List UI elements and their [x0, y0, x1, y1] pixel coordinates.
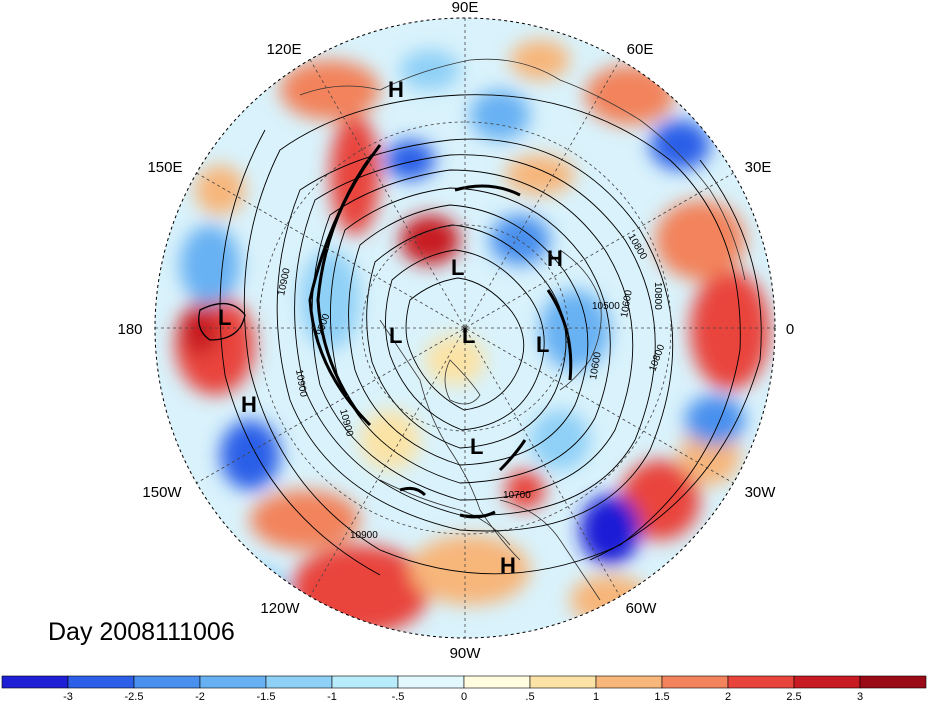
pressure-center-high: H	[241, 392, 257, 417]
contour-label: 10800	[652, 282, 663, 310]
pressure-center-high: H	[388, 77, 404, 102]
lon-label-120w: 120W	[260, 600, 300, 617]
lon-label-150w: 150W	[142, 484, 182, 501]
colorbar-swatch	[793, 675, 861, 689]
pressure-center-high: H	[500, 553, 516, 578]
contour-label: 10600	[619, 289, 635, 319]
lon-label-150e: 150E	[147, 159, 182, 176]
lon-label-0: 0	[786, 321, 794, 338]
colorbar-tick-label: 1.5	[654, 691, 669, 702]
anomaly-field: 10900 10900 10900 10800 10800 10800 1070…	[155, 18, 775, 638]
pressure-center-low: L	[536, 332, 549, 357]
colorbar-tick-label: -2	[195, 691, 205, 702]
lon-label-180: 180	[117, 321, 142, 338]
colorbar-tick-label: -1	[327, 691, 337, 702]
lon-label-120e: 120E	[266, 41, 301, 58]
colorbar-swatch	[199, 675, 267, 689]
contour-label: 10900	[350, 530, 378, 541]
colorbar-swatch	[67, 675, 135, 689]
lon-label-90e: 90E	[452, 0, 479, 16]
height-contours	[219, 94, 762, 576]
lon-label-30e: 30E	[745, 159, 772, 176]
colorbar-swatch	[463, 675, 531, 689]
colorbar: -3 -2.5 -2 -1.5 -1 -.5 0 .5 1 1.5 2 2.5 3	[1, 675, 927, 702]
pressure-center-low: L	[462, 323, 475, 348]
colorbar-swatch	[661, 675, 729, 689]
colorbar-swatch	[1, 675, 69, 689]
pressure-center-high: H	[547, 246, 563, 271]
pressure-centers: H L H L L L L H L H	[218, 77, 563, 578]
lon-label-90w: 90W	[450, 645, 482, 662]
pressure-center-low: L	[470, 434, 483, 459]
contour-label: 10700	[503, 490, 531, 501]
colorbar-tick-label: -2.5	[125, 691, 144, 702]
lon-label-60w: 60W	[626, 600, 658, 617]
colorbar-tick-label: 3	[857, 691, 863, 702]
graticule	[155, 18, 775, 638]
colorbar-swatch	[727, 675, 795, 689]
contour-label: 10600	[588, 351, 604, 381]
date-label: Day 2008111006	[48, 618, 235, 646]
pressure-center-low: L	[218, 305, 231, 330]
contour-label: 10500	[592, 301, 620, 312]
colorbar-tick-label: 2	[725, 691, 731, 702]
colorbar-swatch	[397, 675, 465, 689]
colorbar-tick-label: 2.5	[786, 691, 801, 702]
colorbar-tick-label: 0	[461, 691, 467, 702]
colorbar-swatch	[133, 675, 201, 689]
colorbar-swatch	[595, 675, 663, 689]
pressure-center-low: L	[451, 255, 464, 280]
colorbar-swatch	[331, 675, 399, 689]
lon-label-30w: 30W	[745, 484, 777, 501]
jet-contours	[198, 144, 573, 519]
pressure-center-low: L	[389, 323, 402, 348]
colorbar-tick-label: -.5	[392, 691, 405, 702]
contour-label: 10900	[293, 369, 309, 399]
colorbar-tick-label: 1	[593, 691, 599, 702]
colorbar-tick-label: -3	[63, 691, 73, 702]
colorbar-swatch	[859, 675, 927, 689]
colorbar-swatch	[265, 675, 333, 689]
map-boundary	[154, 17, 776, 639]
lon-label-60e: 60E	[627, 41, 654, 58]
colorbar-tick-label: .5	[525, 691, 534, 702]
colorbar-tick-label: -1.5	[257, 691, 276, 702]
longitude-labels: 90E 60E 30E 0 30W 60W 90W 120W 150W 180 …	[117, 0, 794, 662]
colorbar-swatch	[529, 675, 597, 689]
